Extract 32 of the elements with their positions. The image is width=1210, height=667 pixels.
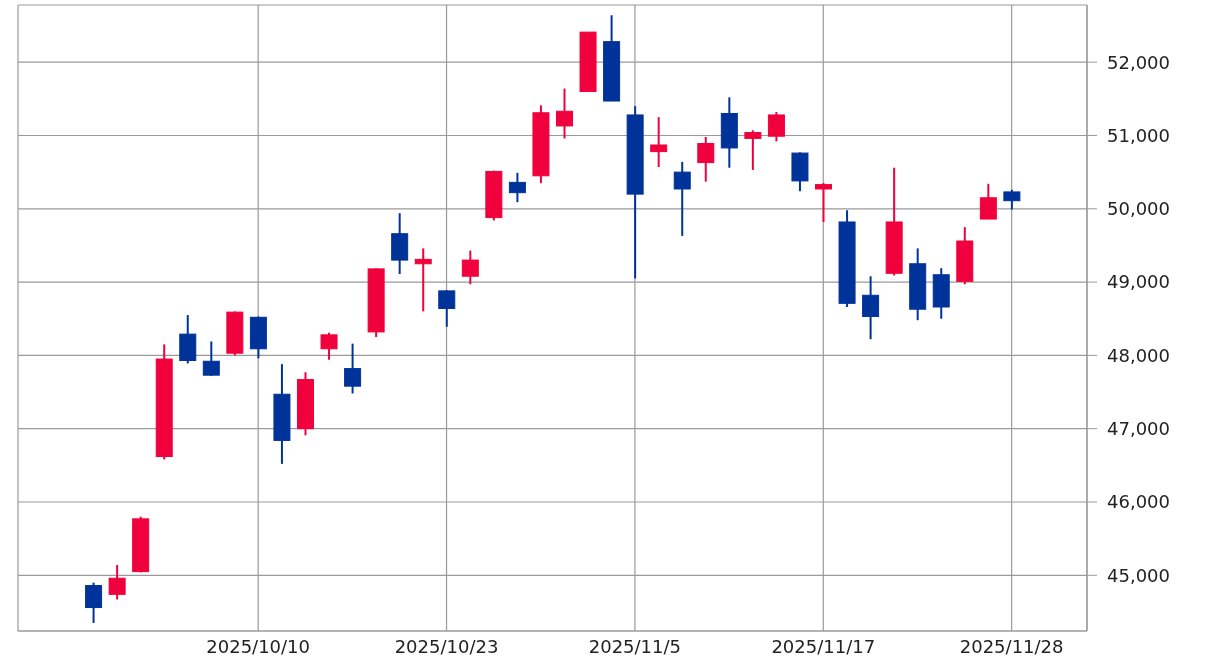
candlestick xyxy=(744,129,762,171)
candlestick xyxy=(979,182,997,221)
candlestick xyxy=(344,342,362,395)
x-tick-label: 2025/11/5 xyxy=(588,635,682,657)
candlestick xyxy=(320,331,338,361)
candlestick xyxy=(767,111,785,143)
y-tick-label: 52,000 xyxy=(1107,51,1170,73)
x-tick-label: 2025/11/28 xyxy=(959,635,1064,657)
candlestick xyxy=(108,564,126,601)
candlestick xyxy=(461,249,479,286)
y-tick-label: 50,000 xyxy=(1107,198,1170,220)
candlestick xyxy=(862,275,880,341)
x-tick-label: 2025/10/23 xyxy=(394,635,499,657)
candlestick xyxy=(1003,188,1021,211)
y-tick-label: 49,000 xyxy=(1107,271,1170,293)
candlestick xyxy=(673,160,691,237)
y-tick-label: 47,000 xyxy=(1107,418,1170,440)
candlestick xyxy=(508,171,526,204)
candlestick xyxy=(438,289,456,328)
candlestick xyxy=(650,116,668,168)
x-tick-label: 2025/11/17 xyxy=(771,635,876,657)
y-tick-label: 45,000 xyxy=(1107,564,1170,586)
candlestick xyxy=(85,581,103,624)
candlestick xyxy=(414,247,432,313)
candlestick xyxy=(815,182,833,223)
y-tick-label: 46,000 xyxy=(1107,491,1170,513)
candlestick xyxy=(556,87,573,140)
candlestick xyxy=(697,135,715,183)
candlestick xyxy=(202,340,220,377)
x-tick-label: 2025/10/10 xyxy=(206,635,311,657)
y-tick-label: 51,000 xyxy=(1107,124,1170,146)
y-tick-label: 48,000 xyxy=(1107,344,1170,366)
